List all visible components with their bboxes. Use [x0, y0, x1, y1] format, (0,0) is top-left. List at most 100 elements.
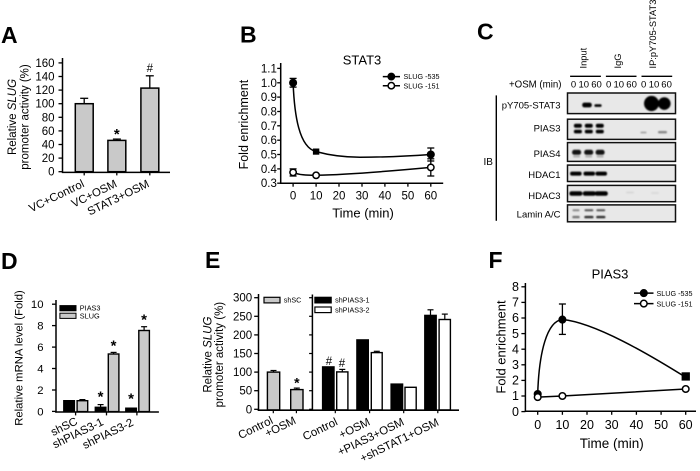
- svg-text:0: 0: [37, 406, 43, 418]
- svg-text:*: *: [141, 312, 147, 329]
- svg-text:*: *: [294, 375, 300, 391]
- svg-text:Time (min): Time (min): [580, 436, 644, 451]
- svg-text:1.1: 1.1: [261, 63, 277, 75]
- svg-text:0: 0: [606, 80, 611, 91]
- svg-text:50: 50: [239, 386, 252, 398]
- svg-text:shPIAS3-2: shPIAS3-2: [335, 306, 369, 315]
- svg-text:+OSM (min): +OSM (min): [509, 80, 561, 91]
- svg-text:D: D: [1, 248, 18, 274]
- svg-text:0: 0: [512, 405, 519, 419]
- svg-text:10: 10: [649, 80, 660, 91]
- svg-text:2: 2: [512, 374, 519, 388]
- svg-text:5: 5: [512, 327, 519, 341]
- svg-text:IP:pY705-STAT3: IP:pY705-STAT3: [648, 0, 658, 69]
- svg-text:4: 4: [37, 364, 43, 376]
- svg-text:0: 0: [290, 191, 296, 203]
- svg-text:20: 20: [42, 153, 55, 165]
- svg-text:10: 10: [31, 299, 44, 311]
- svg-text:6: 6: [37, 342, 43, 354]
- svg-text:120: 120: [35, 85, 54, 97]
- svg-text:8: 8: [512, 280, 519, 294]
- svg-text:10: 10: [614, 80, 625, 91]
- svg-text:*: *: [111, 338, 117, 355]
- svg-text:promoter activity (%): promoter activity (%): [214, 302, 226, 408]
- svg-text:#: #: [339, 358, 346, 370]
- svg-text:40: 40: [629, 418, 643, 432]
- svg-text:0: 0: [246, 404, 252, 416]
- svg-text:PIAS3: PIAS3: [592, 267, 629, 282]
- svg-text:100: 100: [35, 99, 54, 111]
- svg-text:50: 50: [402, 191, 415, 203]
- svg-text:Relative SLUG: Relative SLUG: [202, 317, 214, 393]
- svg-text:60: 60: [424, 191, 437, 203]
- svg-text:60: 60: [591, 80, 602, 91]
- svg-text:pY705-STAT3: pY705-STAT3: [502, 100, 561, 111]
- svg-text:B: B: [240, 22, 257, 48]
- svg-text:Relative SLUG: Relative SLUG: [7, 79, 19, 155]
- svg-text:SLUG -535: SLUG -535: [657, 289, 693, 298]
- svg-text:*: *: [98, 389, 104, 406]
- svg-text:0.3: 0.3: [261, 178, 277, 190]
- svg-text:PIAS3: PIAS3: [80, 304, 101, 313]
- svg-text:IgG: IgG: [613, 54, 623, 69]
- svg-text:IB: IB: [484, 157, 494, 168]
- svg-text:60: 60: [626, 80, 637, 91]
- svg-text:6: 6: [512, 311, 519, 325]
- svg-text:HDAC1: HDAC1: [528, 170, 560, 181]
- svg-text:140: 140: [35, 72, 54, 84]
- svg-text:60: 60: [42, 126, 55, 138]
- svg-text:30: 30: [356, 191, 369, 203]
- svg-text:0.5: 0.5: [261, 150, 277, 162]
- svg-text:3: 3: [512, 358, 519, 372]
- svg-text:50: 50: [654, 418, 668, 432]
- svg-text:*: *: [114, 126, 120, 143]
- svg-text:20: 20: [580, 418, 594, 432]
- svg-text:2: 2: [37, 385, 43, 397]
- svg-text:60: 60: [679, 418, 693, 432]
- svg-text:*: *: [128, 391, 134, 408]
- svg-text:shSC: shSC: [284, 295, 302, 304]
- svg-text:shPIAS3-1: shPIAS3-1: [335, 296, 369, 305]
- svg-text:Fold enrichment: Fold enrichment: [237, 79, 251, 169]
- svg-text:SLUG -151: SLUG -151: [657, 299, 693, 308]
- svg-text:7: 7: [512, 296, 519, 310]
- svg-text:PIAS4: PIAS4: [534, 149, 561, 160]
- svg-text:STAT3: STAT3: [343, 53, 382, 68]
- svg-text:Fold enrichment: Fold enrichment: [494, 300, 509, 394]
- svg-text:promoter activity (%): promoter activity (%): [20, 64, 32, 170]
- svg-text:10: 10: [579, 80, 590, 91]
- svg-text:150: 150: [233, 349, 252, 361]
- svg-text:#: #: [147, 63, 154, 75]
- svg-text:30: 30: [605, 418, 619, 432]
- svg-text:300: 300: [233, 293, 252, 305]
- svg-text:Time (min): Time (min): [332, 206, 394, 221]
- svg-text:0: 0: [571, 80, 576, 91]
- svg-text:F: F: [489, 247, 503, 273]
- svg-text:250: 250: [233, 311, 252, 323]
- svg-text:0: 0: [534, 418, 541, 432]
- svg-text:60: 60: [661, 80, 672, 91]
- svg-text:Relative mRNA level (Fold): Relative mRNA level (Fold): [14, 290, 26, 426]
- svg-text:#: #: [326, 356, 333, 368]
- svg-text:SLUG -535: SLUG -535: [404, 72, 440, 81]
- svg-text:0.4: 0.4: [261, 164, 278, 176]
- svg-text:200: 200: [233, 330, 252, 342]
- svg-text:0.7: 0.7: [261, 121, 277, 133]
- svg-text:0: 0: [641, 80, 646, 91]
- svg-text:0.6: 0.6: [261, 135, 277, 147]
- svg-text:160: 160: [35, 58, 54, 70]
- svg-text:40: 40: [379, 191, 392, 203]
- svg-text:40: 40: [42, 140, 55, 152]
- svg-text:8: 8: [37, 321, 43, 333]
- svg-text:10: 10: [310, 191, 323, 203]
- svg-text:1: 1: [512, 389, 519, 403]
- svg-text:20: 20: [333, 191, 346, 203]
- svg-text:0: 0: [48, 167, 54, 179]
- svg-text:Input: Input: [578, 47, 588, 68]
- svg-text:E: E: [205, 247, 220, 273]
- svg-text:PIAS3: PIAS3: [534, 123, 561, 134]
- svg-text:80: 80: [42, 112, 55, 124]
- svg-text:0.9: 0.9: [261, 92, 277, 104]
- svg-text:SLUG: SLUG: [80, 311, 100, 320]
- svg-text:A: A: [1, 22, 18, 48]
